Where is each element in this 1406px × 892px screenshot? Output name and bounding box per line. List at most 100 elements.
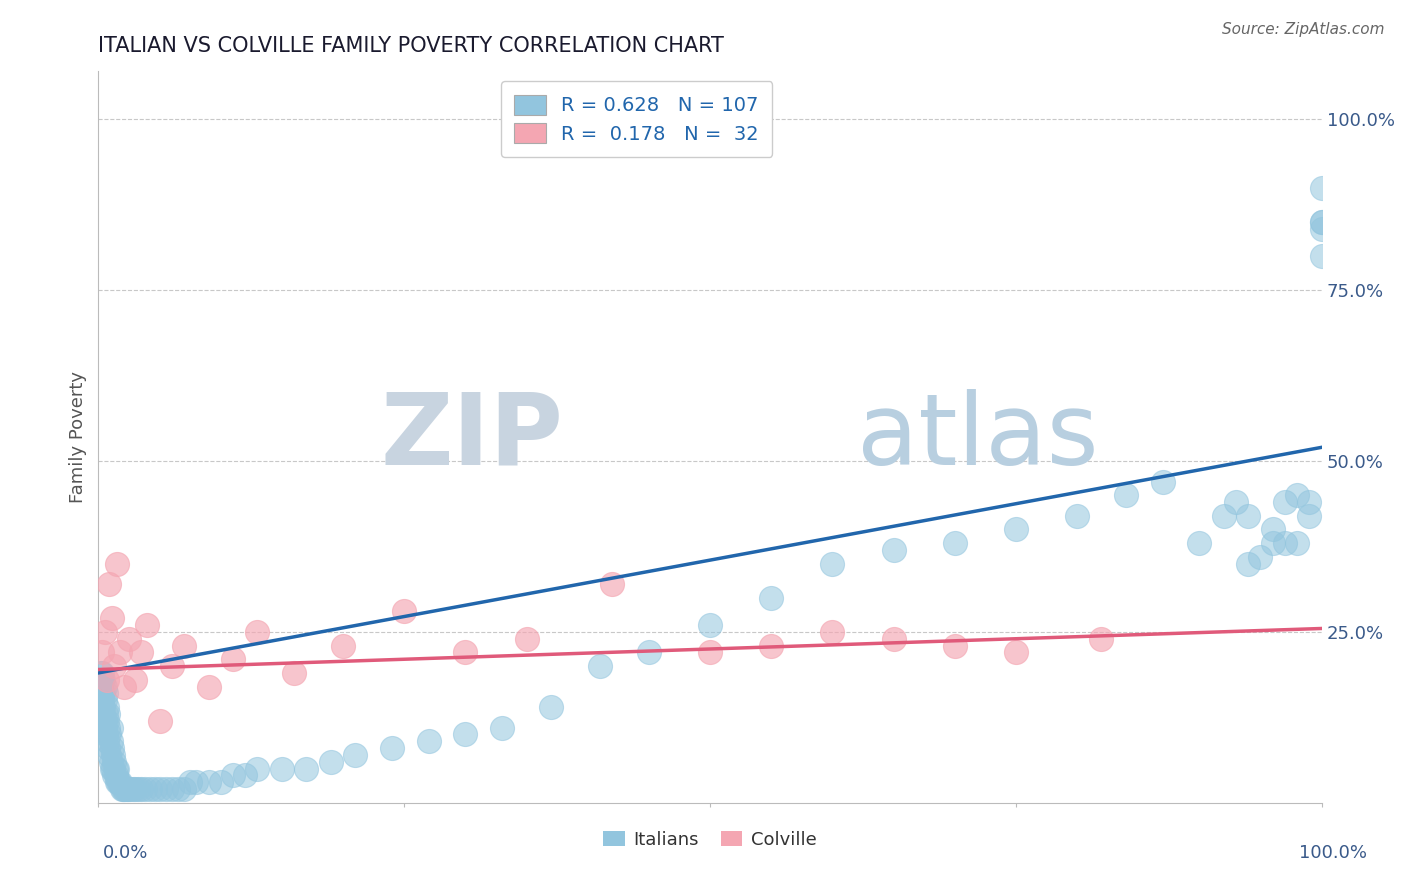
- Point: [392, 604, 416, 618]
- Point: [101, 741, 124, 756]
- Point: [589, 659, 612, 673]
- Text: Source: ZipAtlas.com: Source: ZipAtlas.com: [1222, 22, 1385, 37]
- Point: [197, 775, 219, 789]
- Point: [101, 762, 124, 776]
- Point: [222, 768, 245, 782]
- Text: 0.0%: 0.0%: [103, 844, 148, 862]
- Point: [91, 686, 114, 700]
- Point: [173, 782, 195, 797]
- Point: [1298, 508, 1320, 523]
- Point: [108, 775, 131, 789]
- Point: [100, 734, 122, 748]
- Point: [270, 762, 294, 776]
- Point: [491, 721, 513, 735]
- Point: [98, 577, 121, 591]
- Point: [96, 734, 118, 748]
- Point: [101, 611, 124, 625]
- Point: [1004, 645, 1026, 659]
- Point: [167, 782, 190, 797]
- Point: [105, 557, 128, 571]
- Point: [222, 652, 245, 666]
- Point: [454, 727, 477, 741]
- Point: [94, 727, 117, 741]
- Point: [114, 782, 136, 797]
- Point: [1310, 215, 1333, 229]
- Point: [943, 536, 966, 550]
- Point: [93, 721, 115, 735]
- Point: [91, 693, 114, 707]
- Text: ZIP: ZIP: [381, 389, 564, 485]
- Point: [94, 686, 117, 700]
- Point: [246, 624, 269, 639]
- Point: [91, 645, 114, 659]
- Point: [104, 768, 127, 782]
- Point: [160, 782, 183, 797]
- Point: [149, 782, 172, 797]
- Point: [91, 686, 114, 700]
- Point: [1286, 488, 1309, 502]
- Point: [98, 747, 121, 762]
- Point: [97, 721, 120, 735]
- Point: [1274, 495, 1296, 509]
- Point: [111, 782, 134, 797]
- Point: [98, 727, 121, 741]
- Point: [96, 673, 118, 687]
- Point: [105, 762, 128, 776]
- Point: [93, 693, 115, 707]
- Point: [121, 782, 143, 797]
- Point: [155, 782, 177, 797]
- Point: [111, 782, 134, 797]
- Point: [381, 741, 404, 756]
- Point: [1310, 180, 1333, 194]
- Point: [1261, 536, 1284, 550]
- Point: [821, 624, 844, 639]
- Point: [104, 762, 127, 776]
- Point: [332, 639, 354, 653]
- Point: [97, 741, 120, 756]
- Point: [100, 755, 122, 769]
- Point: [90, 680, 112, 694]
- Point: [110, 645, 132, 659]
- Point: [197, 680, 219, 694]
- Point: [1188, 536, 1211, 550]
- Point: [134, 782, 156, 797]
- Text: atlas: atlas: [856, 389, 1098, 485]
- Point: [96, 714, 118, 728]
- Point: [97, 706, 120, 721]
- Point: [319, 755, 342, 769]
- Point: [1286, 536, 1309, 550]
- Point: [1310, 249, 1333, 263]
- Point: [136, 618, 159, 632]
- Point: [418, 734, 440, 748]
- Point: [295, 762, 318, 776]
- Point: [112, 782, 135, 797]
- Point: [100, 721, 122, 735]
- Point: [129, 645, 152, 659]
- Point: [129, 782, 152, 797]
- Point: [112, 680, 135, 694]
- Point: [600, 577, 623, 591]
- Point: [93, 624, 115, 639]
- Point: [143, 782, 166, 797]
- Point: [105, 775, 128, 789]
- Point: [127, 782, 149, 797]
- Point: [91, 706, 114, 721]
- Point: [91, 673, 114, 687]
- Point: [91, 673, 114, 687]
- Point: [540, 700, 562, 714]
- Point: [94, 706, 117, 721]
- Point: [1298, 495, 1320, 509]
- Point: [1274, 536, 1296, 550]
- Point: [1115, 488, 1137, 502]
- Point: [454, 645, 477, 659]
- Point: [173, 639, 195, 653]
- Point: [118, 632, 141, 646]
- Point: [233, 768, 256, 782]
- Point: [101, 762, 124, 776]
- Point: [149, 714, 172, 728]
- Point: [283, 665, 305, 680]
- Point: [101, 747, 124, 762]
- Point: [515, 632, 537, 646]
- Point: [120, 782, 142, 797]
- Point: [110, 775, 132, 789]
